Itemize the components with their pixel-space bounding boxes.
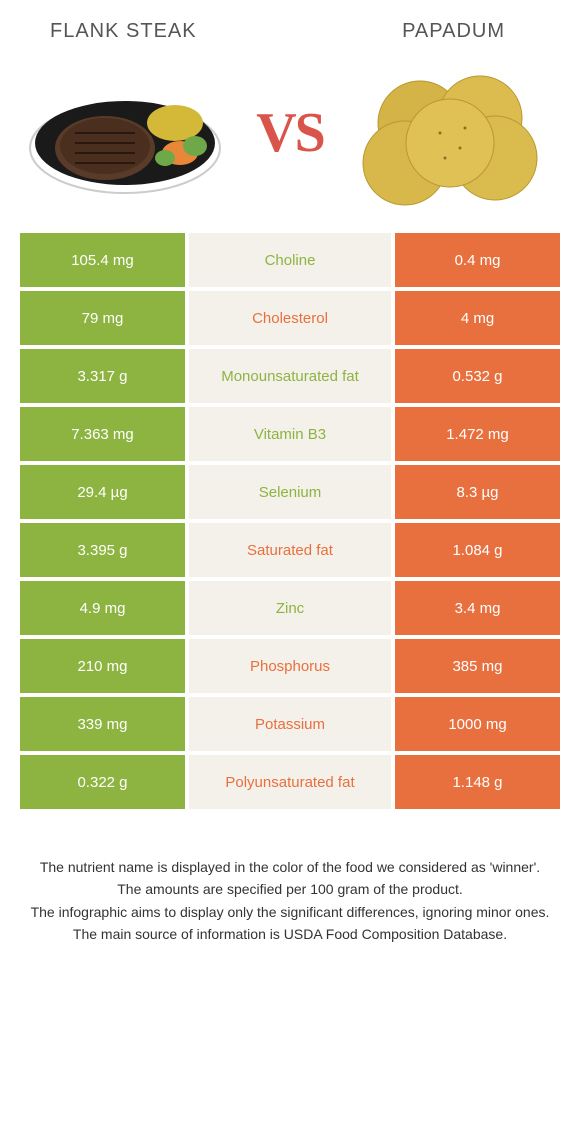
food1-value: 210 mg (20, 639, 185, 693)
nutrient-row: 339 mgPotassium1000 mg (20, 697, 560, 751)
food1-image (25, 58, 235, 208)
nutrient-row: 0.322 gPolyunsaturated fat1.148 g (20, 755, 560, 809)
nutrient-label: Potassium (189, 697, 391, 751)
footer-line: The main source of information is USDA F… (30, 924, 550, 944)
nutrient-label: Selenium (189, 465, 391, 519)
food1-value: 79 mg (20, 291, 185, 345)
food2-value: 1000 mg (395, 697, 560, 751)
food2-value: 3.4 mg (395, 581, 560, 635)
footer-notes: The nutrient name is displayed in the co… (20, 857, 560, 944)
nutrient-label: Saturated fat (189, 523, 391, 577)
food1-value: 4.9 mg (20, 581, 185, 635)
nutrient-label: Vitamin B3 (189, 407, 391, 461)
food2-value: 0.4 mg (395, 233, 560, 287)
food1-value: 339 mg (20, 697, 185, 751)
food2-value: 1.148 g (395, 755, 560, 809)
vs-label: VS (256, 101, 324, 165)
nutrient-row: 3.317 gMonounsaturated fat0.532 g (20, 349, 560, 403)
food2-value: 4 mg (395, 291, 560, 345)
food2-value: 1.472 mg (395, 407, 560, 461)
nutrient-label: Polyunsaturated fat (189, 755, 391, 809)
food1-value: 7.363 mg (20, 407, 185, 461)
food1-value: 0.322 g (20, 755, 185, 809)
food2-value: 0.532 g (395, 349, 560, 403)
nutrient-row: 79 mgCholesterol4 mg (20, 291, 560, 345)
nutrient-row: 4.9 mgZinc3.4 mg (20, 581, 560, 635)
footer-line: The amounts are specified per 100 gram o… (30, 879, 550, 899)
nutrient-label: Choline (189, 233, 391, 287)
nutrient-row: 29.4 µgSelenium8.3 µg (20, 465, 560, 519)
food1-value: 105.4 mg (20, 233, 185, 287)
nutrient-label: Monounsaturated fat (189, 349, 391, 403)
nutrient-table: 105.4 mgCholine0.4 mg79 mgCholesterol4 m… (20, 233, 560, 809)
food2-value: 1.084 g (395, 523, 560, 577)
food1-value: 3.317 g (20, 349, 185, 403)
food2-image (345, 58, 555, 208)
nutrient-label: Cholesterol (189, 291, 391, 345)
nutrient-row: 3.395 gSaturated fat1.084 g (20, 523, 560, 577)
footer-line: The nutrient name is displayed in the co… (30, 857, 550, 877)
food1-value: 3.395 g (20, 523, 185, 577)
image-row: VS (20, 58, 560, 208)
nutrient-label: Zinc (189, 581, 391, 635)
food2-title: PAPADUM (402, 20, 505, 43)
food2-value: 8.3 µg (395, 465, 560, 519)
header: FLANK STEAK PAPADUM (20, 20, 560, 43)
food1-title: FLANK STEAK (50, 20, 197, 43)
food2-value: 385 mg (395, 639, 560, 693)
nutrient-label: Phosphorus (189, 639, 391, 693)
nutrient-row: 105.4 mgCholine0.4 mg (20, 233, 560, 287)
footer-line: The infographic aims to display only the… (30, 902, 550, 922)
nutrient-row: 7.363 mgVitamin B31.472 mg (20, 407, 560, 461)
nutrient-row: 210 mgPhosphorus385 mg (20, 639, 560, 693)
food1-value: 29.4 µg (20, 465, 185, 519)
